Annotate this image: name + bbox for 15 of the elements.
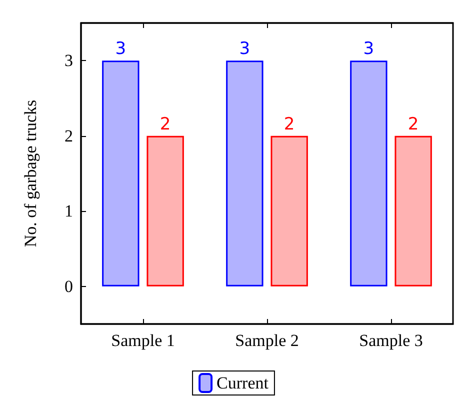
data-label: 2: [408, 114, 419, 134]
y-tick-label: 1: [64, 202, 73, 221]
data-label: 3: [115, 39, 126, 60]
y-tick-label: 2: [64, 126, 73, 146]
y-tick-label: 3: [64, 51, 73, 70]
x-tick-label: Sample 2: [235, 331, 299, 350]
y-axis-title: No. of garbage trucks: [21, 100, 40, 248]
legend-label: Current: [216, 374, 269, 392]
data-label: 3: [239, 39, 250, 60]
data-label: 2: [284, 114, 295, 134]
x-tick-label: Sample 1: [111, 331, 175, 350]
data-label: 3: [363, 39, 374, 60]
data-label: 2: [160, 114, 171, 134]
x-tick-label: Sample 3: [359, 331, 423, 350]
y-tick-label: 0: [64, 276, 73, 296]
